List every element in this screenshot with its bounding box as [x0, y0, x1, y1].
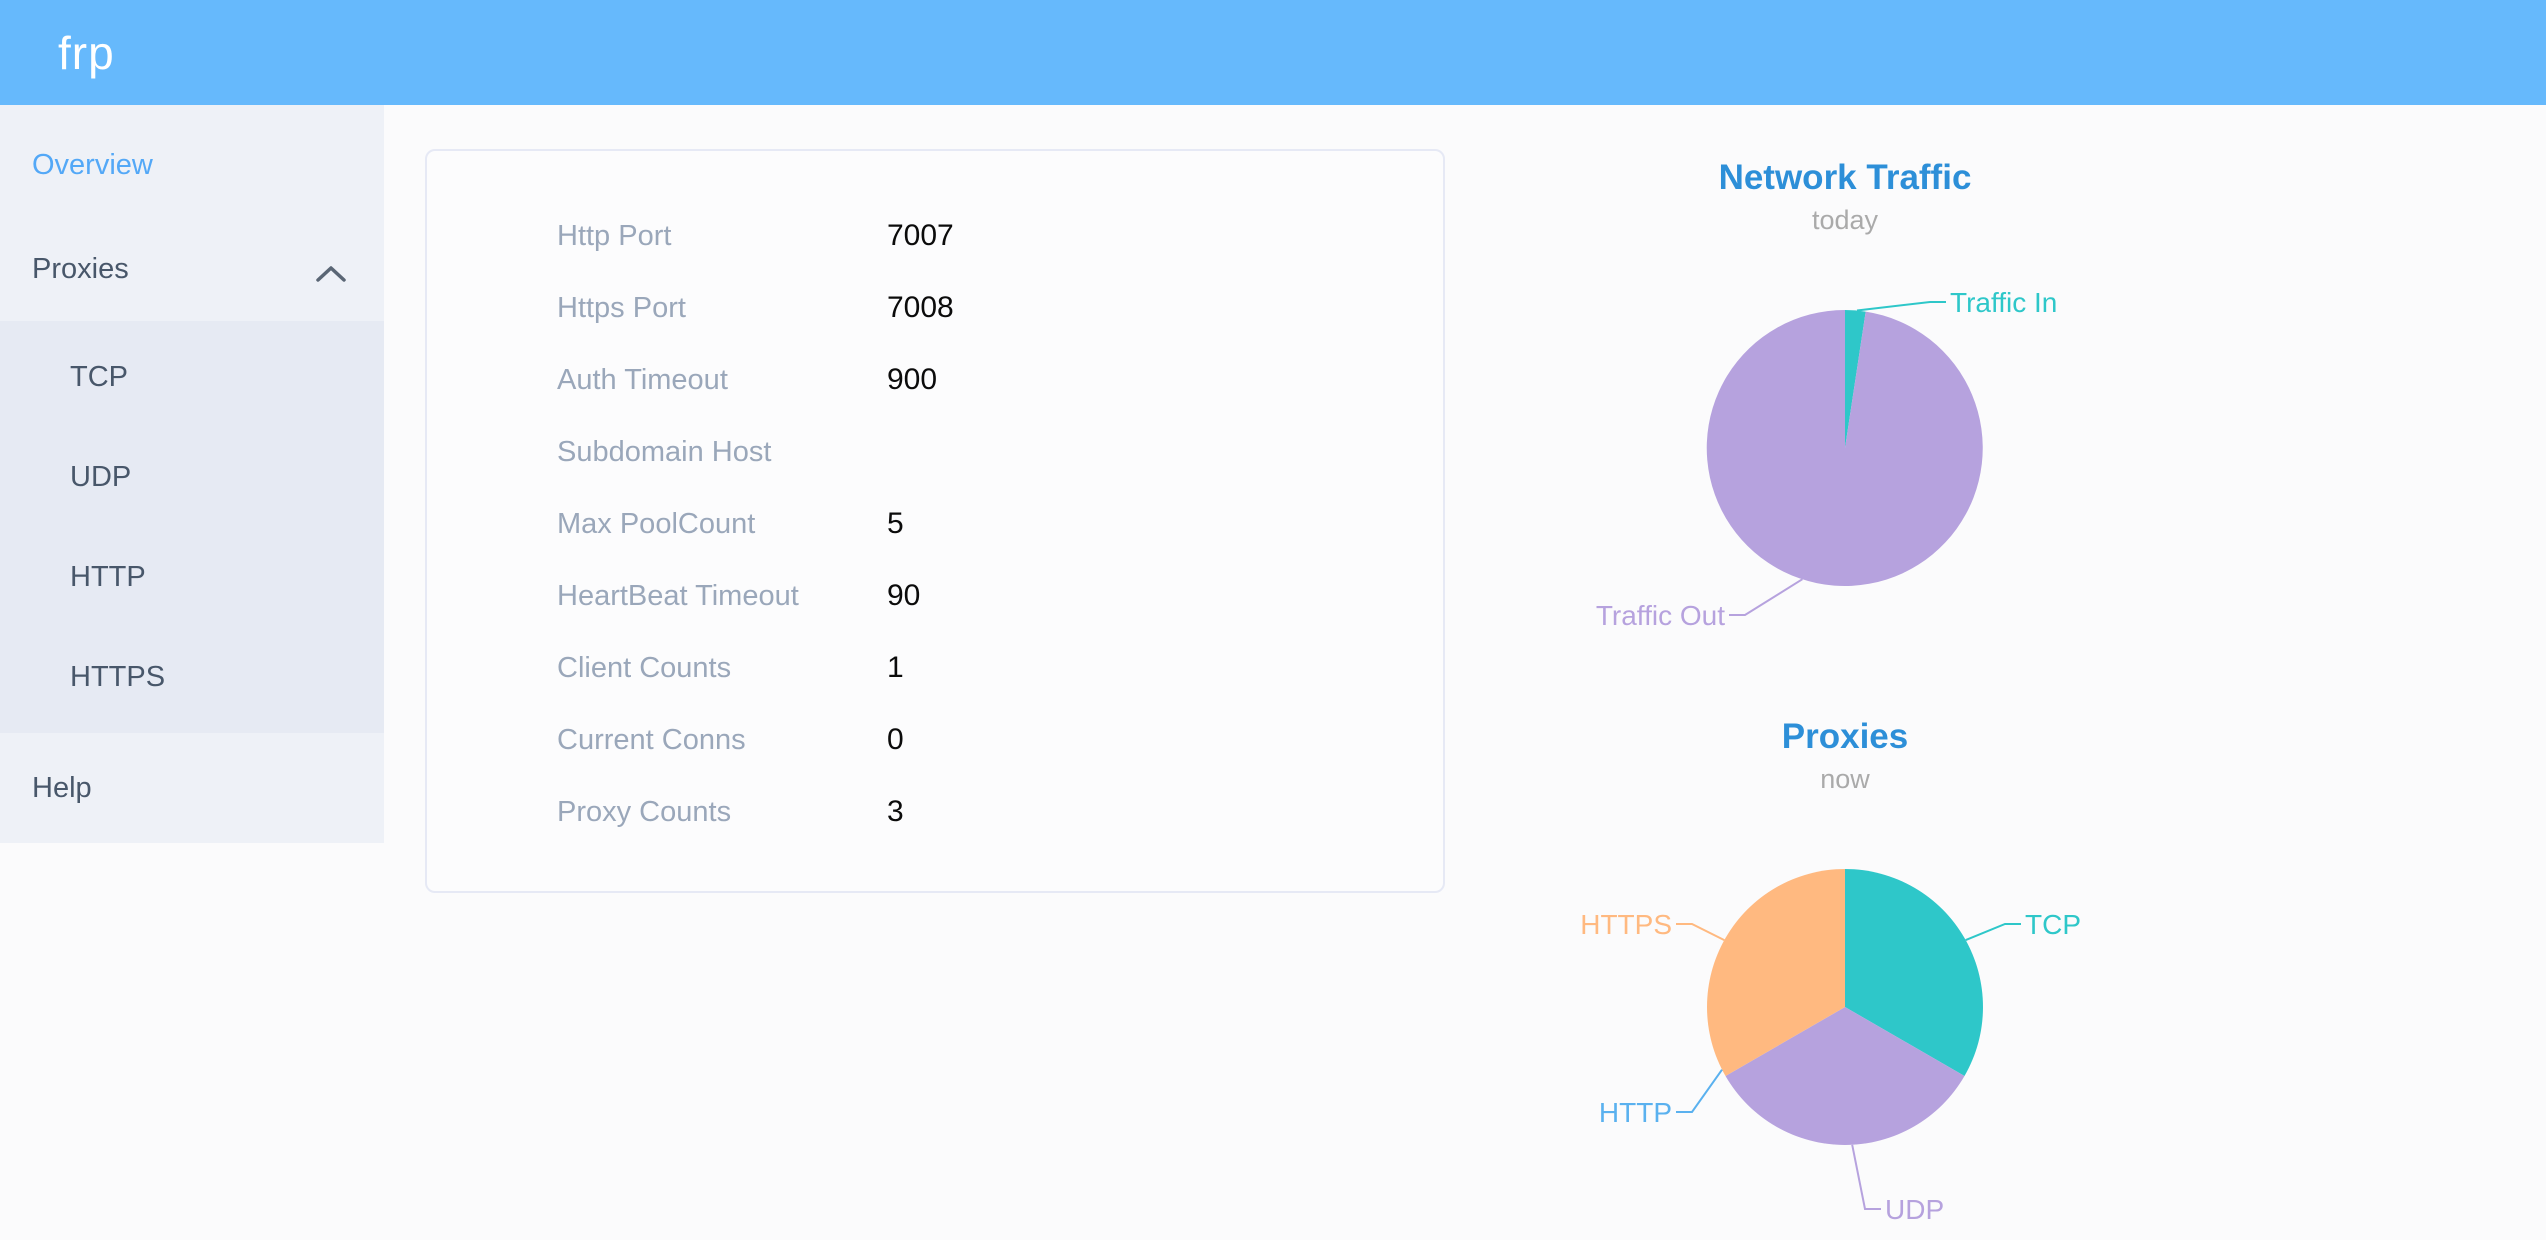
- charts-column: Network Traffic today Traffic In Traffic …: [1445, 105, 2245, 1240]
- pie-label-http: HTTP: [1599, 1097, 1672, 1128]
- pie-label-line-tcp: [1965, 923, 2021, 942]
- sidebar-menu: Overview Proxies TCP UDP HTTP: [0, 105, 384, 843]
- sidebar-item-label: HTTPS: [70, 660, 166, 693]
- sidebar-item-label: UDP: [70, 460, 132, 493]
- pie-slice-tcp: [1845, 869, 1983, 1076]
- pie-slice-https: [1707, 869, 1845, 1076]
- table-row: Max PoolCount 5: [557, 488, 1443, 560]
- row-label: Https Port: [557, 291, 686, 324]
- proxies-chart-title: Proxies: [1781, 717, 1909, 756]
- table-row: Http Port 7007: [557, 200, 1443, 272]
- pie-slice-traffic-in: [1845, 310, 1866, 448]
- app-header: frp: [0, 0, 2546, 105]
- pie-label-udp: UDP: [1885, 1194, 1944, 1225]
- frp-logo: frp: [58, 26, 115, 79]
- row-label: Current Conns: [557, 723, 746, 756]
- main-content: Http Port 7007 Https Port 7008 Auth Time…: [384, 105, 2546, 1240]
- pie-slice-udp: [1725, 1007, 1965, 1145]
- sidebar-item-udp[interactable]: UDP: [0, 427, 384, 527]
- sidebar-submenu-proxies: TCP UDP HTTP HTTPS: [0, 321, 384, 733]
- pie-label-line-traffic-in: [1856, 301, 1946, 312]
- network-traffic-pie-chart: Traffic In Traffic Out: [1596, 287, 2058, 631]
- pie-label-https: HTTPS: [1580, 909, 1672, 940]
- network-traffic-chart-title: Network Traffic: [1718, 158, 1972, 197]
- pie-label-traffic-in: Traffic In: [1950, 287, 2057, 318]
- row-label: Client Counts: [557, 651, 732, 684]
- row-label: Http Port: [557, 219, 672, 252]
- row-value: 1: [887, 651, 904, 684]
- pie-label-line-https: [1676, 923, 1725, 941]
- pie-label-line-traffic-out: [1729, 578, 1803, 616]
- sidebar-item-overview[interactable]: Overview: [0, 113, 384, 217]
- pie-label-traffic-out: Traffic Out: [1596, 600, 1725, 631]
- table-row: Https Port 7008: [557, 272, 1443, 344]
- sidebar-item-proxies[interactable]: Proxies: [0, 217, 384, 321]
- row-label: Max PoolCount: [557, 507, 756, 540]
- table-row: Subdomain Host: [557, 416, 1443, 488]
- proxies-pie-chart: TCP UDP HTTP HTTPS: [1580, 869, 2081, 1225]
- sidebar-item-label: HTTP: [70, 560, 146, 593]
- sidebar: Overview Proxies TCP UDP HTTP: [0, 105, 384, 843]
- network-traffic-chart-subtitle: today: [1811, 205, 1879, 235]
- table-row: Client Counts 1: [557, 632, 1443, 704]
- row-value: 90: [887, 579, 921, 612]
- sidebar-item-label: Proxies: [32, 252, 129, 285]
- pie-label-line-udp: [1851, 1144, 1881, 1210]
- row-label: Auth Timeout: [557, 363, 728, 396]
- sidebar-item-label: Help: [32, 771, 92, 804]
- page-layout: Overview Proxies TCP UDP HTTP: [0, 105, 2546, 1234]
- sidebar-item-https[interactable]: HTTPS: [0, 627, 384, 727]
- sidebar-item-tcp[interactable]: TCP: [0, 327, 384, 427]
- overview-card: Http Port 7007 Https Port 7008 Auth Time…: [425, 149, 1445, 893]
- row-value: 900: [887, 363, 938, 396]
- table-row: HeartBeat Timeout 90: [557, 560, 1443, 632]
- table-row: Current Conns 0: [557, 704, 1443, 776]
- sidebar-item-http[interactable]: HTTP: [0, 527, 384, 627]
- row-value: 7007: [887, 219, 954, 252]
- row-label: HeartBeat Timeout: [557, 579, 799, 612]
- pie-label-tcp: TCP: [2025, 909, 2081, 940]
- sidebar-item-label: TCP: [70, 360, 128, 393]
- sidebar-item-help[interactable]: Help: [0, 733, 384, 843]
- pie-slice-traffic-out: [1706, 309, 1983, 586]
- row-value: 0: [887, 723, 904, 756]
- table-row: Proxy Counts 3: [557, 776, 1443, 848]
- row-value: 5: [887, 507, 904, 540]
- chevron-up-icon: [314, 259, 348, 282]
- row-label: Subdomain Host: [557, 435, 772, 468]
- row-value: 3: [887, 795, 904, 828]
- row-value: 7008: [887, 291, 954, 324]
- pie-label-line-http: [1676, 1069, 1723, 1113]
- proxies-chart-subtitle: now: [1820, 764, 1870, 794]
- sidebar-item-label: Overview: [32, 148, 153, 181]
- table-row: Auth Timeout 900: [557, 344, 1443, 416]
- row-label: Proxy Counts: [557, 795, 732, 828]
